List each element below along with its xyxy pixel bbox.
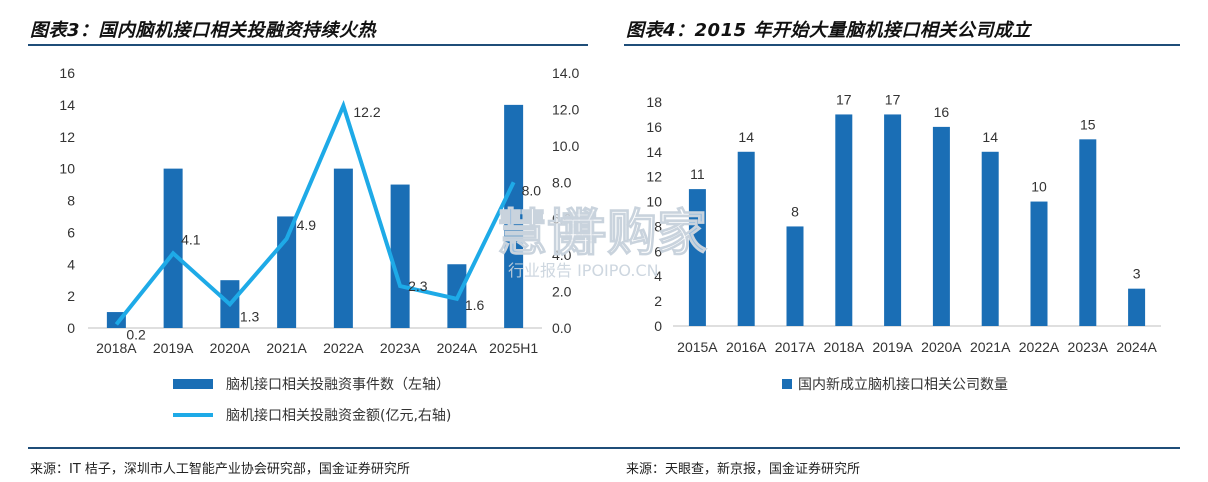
left-x-tick-label: 2018A <box>96 340 137 356</box>
right-bar <box>835 114 853 326</box>
left-y-tick-label: 14 <box>59 97 75 113</box>
left-x-tick-label: 2022A <box>323 340 364 356</box>
right-bar-data-label: 15 <box>1080 116 1096 132</box>
right-chart-title: 图表4：2015 年开始大量脑机接口相关公司成立 <box>626 20 1031 41</box>
right-legend-swatch <box>782 379 792 389</box>
left-line-data-label: 2.3 <box>408 278 428 294</box>
legend-swatch-bar <box>173 379 213 389</box>
right-title-rule <box>624 44 1180 46</box>
legend-label-bar: 脑机接口相关投融资事件数（左轴） <box>226 376 450 393</box>
right-y-tick-label: 2 <box>654 293 662 309</box>
right-bar-data-label: 11 <box>690 166 705 182</box>
left-line-series <box>114 100 516 326</box>
right-bar <box>1128 288 1146 326</box>
right-y-tick-label: 4.0 <box>552 247 572 263</box>
right-bar-data-label: 17 <box>885 91 901 107</box>
left-line-data-label: 1.6 <box>465 297 485 313</box>
left-chart-title: 图表3：国内脑机接口相关投融资持续火热 <box>30 20 377 41</box>
right-bar-data-label: 8 <box>791 203 799 219</box>
right-y-tick-label: 6 <box>654 243 662 259</box>
left-line-data-label: 1.3 <box>240 308 260 324</box>
left-x-tick-label: 2019A <box>153 340 194 356</box>
left-x-tick-label: 2020A <box>210 340 251 356</box>
right-x-tick-label: 2020A <box>921 339 962 355</box>
left-bar <box>277 216 297 328</box>
right-y-tick-label: 0 <box>654 318 662 334</box>
right-bar <box>688 189 706 326</box>
left-y-tick-label: 4 <box>67 256 75 272</box>
right-x-tick-label: 2015A <box>677 339 718 355</box>
left-line-data-label: 0.2 <box>126 326 146 342</box>
left-bar <box>504 104 524 328</box>
left-y-tick-label: 16 <box>59 65 75 81</box>
right-x-tick-label: 2023A <box>1068 339 1109 355</box>
left-y-tick-label: 0 <box>67 320 75 336</box>
right-source-note: 来源：天眼查，新京报，国金证券研究所 <box>626 462 861 477</box>
right-bar-data-label: 14 <box>738 129 754 145</box>
left-y-tick-label: 12 <box>59 129 75 145</box>
left-y-tick-label: 6 <box>67 224 75 240</box>
right-chart: 0 2 4 6 8 10 12 14 16 18 11 2015A 14 2016A 8 2017A 17 201… <box>646 91 1161 393</box>
right-legend-label: 国内新成立脑机接口相关公司数量 <box>798 376 1008 393</box>
left-y-tick-label: 2 <box>67 288 75 304</box>
right-y-tick-label: 14.0 <box>552 65 579 81</box>
right-x-tick-label: 2024A <box>1116 339 1157 355</box>
right-bar <box>981 151 999 326</box>
left-line-data-label: 4.1 <box>181 231 201 247</box>
left-x-tick-label: 2024A <box>437 340 478 356</box>
left-bar <box>163 168 183 328</box>
right-bar-data-label: 14 <box>982 129 998 145</box>
right-x-tick-label: 2017A <box>775 339 816 355</box>
left-line-data-label: 8.0 <box>522 182 542 198</box>
left-bar <box>333 168 353 328</box>
right-y-tick-label: 6.0 <box>552 211 572 227</box>
right-bar <box>1030 201 1048 326</box>
left-title-rule <box>28 44 588 46</box>
right-x-tick-label: 2021A <box>970 339 1011 355</box>
left-y-tick-label: 8 <box>67 193 75 209</box>
right-y-tick-label: 12 <box>646 169 662 185</box>
right-y-tick-label: 16 <box>646 119 662 135</box>
right-y-tick-label: 4 <box>654 268 662 284</box>
right-x-tick-label: 2018A <box>824 339 865 355</box>
watermark-main: 慧博 <box>497 204 597 262</box>
right-y-tick-label: 12.0 <box>552 101 579 117</box>
left-source-note: 来源：IT 桔子，深圳市人工智能产业协会研究部，国金证券研究所 <box>30 462 410 477</box>
right-x-tick-label: 2022A <box>1019 339 1060 355</box>
left-x-tick-label: 2021A <box>266 340 307 356</box>
left-x-tick-label: 2025H1 <box>489 340 538 356</box>
right-y-tick-label: 2.0 <box>552 284 572 300</box>
watermark: 慧博 并购家 行业报告 IPOIPO.CN <box>497 204 708 281</box>
right-y-tick-label: 0.0 <box>552 320 572 336</box>
left-line-data-label: 4.9 <box>297 217 317 233</box>
source-rule <box>28 447 1180 449</box>
right-bar-data-label: 17 <box>836 91 852 107</box>
right-y-tick-label: 8 <box>654 218 662 234</box>
right-bar <box>737 151 755 326</box>
right-bar-data-label: 10 <box>1031 179 1047 195</box>
right-y-tick-label: 10 <box>646 194 662 210</box>
watermark-brand: 并购家 <box>557 204 707 262</box>
right-x-tick-label: 2016A <box>726 339 767 355</box>
right-bar <box>1079 139 1097 326</box>
right-bar-data-label: 16 <box>934 104 950 120</box>
right-y-tick-label: 10.0 <box>552 138 579 154</box>
right-bar-data-label: 3 <box>1133 266 1141 282</box>
right-y-tick-label: 18 <box>646 94 662 110</box>
left-y-tick-label: 10 <box>59 161 75 177</box>
left-chart: 0 2 4 6 8 10 12 14 16 0.0 2.0 4.0 6.0 8.0 10.0 12.0 14.0… <box>59 65 579 424</box>
left-line-data-label: 12.2 <box>353 104 380 120</box>
watermark-sub: 行业报告 IPOIPO.CN <box>508 261 659 280</box>
right-bar <box>786 226 804 326</box>
right-y-tick-label: 14 <box>646 144 662 160</box>
right-bar <box>884 114 902 326</box>
left-bar <box>390 184 410 328</box>
right-y-tick-label: 8.0 <box>552 174 572 190</box>
left-x-tick-label: 2023A <box>380 340 421 356</box>
right-bar <box>932 126 950 326</box>
right-x-tick-label: 2019A <box>872 339 913 355</box>
legend-label-line: 脑机接口相关投融资金额(亿元,右轴) <box>226 407 451 424</box>
